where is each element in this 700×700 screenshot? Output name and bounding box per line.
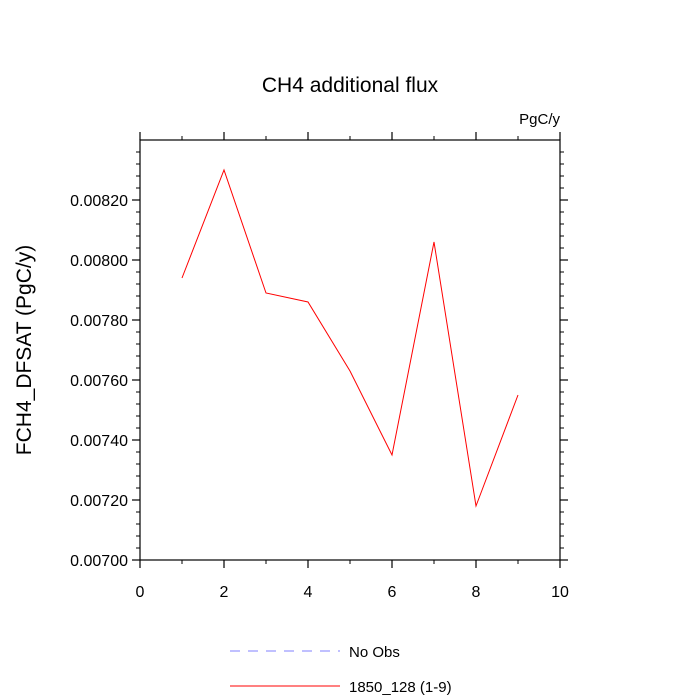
series-line (181, 168, 519, 508)
axis-ticks (132, 132, 568, 568)
tick-labels: 0 2 4 6 8 10 0.00700 0.00720 0.00740 0.00760 0.007… (70, 193, 569, 601)
series-lines (181, 168, 519, 508)
y-tick-label: 0.00780 (70, 313, 128, 330)
x-tick-label: 6 (388, 584, 397, 601)
units-label: PgC/y (519, 111, 560, 128)
plot-frame (139, 139, 561, 561)
chart-title: CH4 additional flux (262, 74, 439, 97)
y-tick-label: 0.00740 (70, 433, 128, 450)
y-axis-label: FCH4_DFSAT (PgC/y) (13, 245, 36, 455)
x-tick-label: 0 (136, 584, 145, 601)
x-tick-label: 8 (472, 584, 481, 601)
y-tick-label: 0.00700 (70, 553, 128, 570)
legend-label: 1850_128 (1-9) (349, 679, 452, 696)
x-tick-label: 10 (551, 584, 569, 601)
y-tick-label: 0.00720 (70, 493, 128, 510)
x-tick-label: 4 (304, 584, 313, 601)
legend: No Obs 1850_128 (1-9) (230, 644, 452, 696)
y-tick-label: 0.00760 (70, 373, 128, 390)
y-tick-label: 0.00820 (70, 193, 128, 210)
x-tick-label: 2 (220, 584, 229, 601)
legend-label: No Obs (349, 644, 400, 661)
y-tick-label: 0.00800 (70, 253, 128, 270)
